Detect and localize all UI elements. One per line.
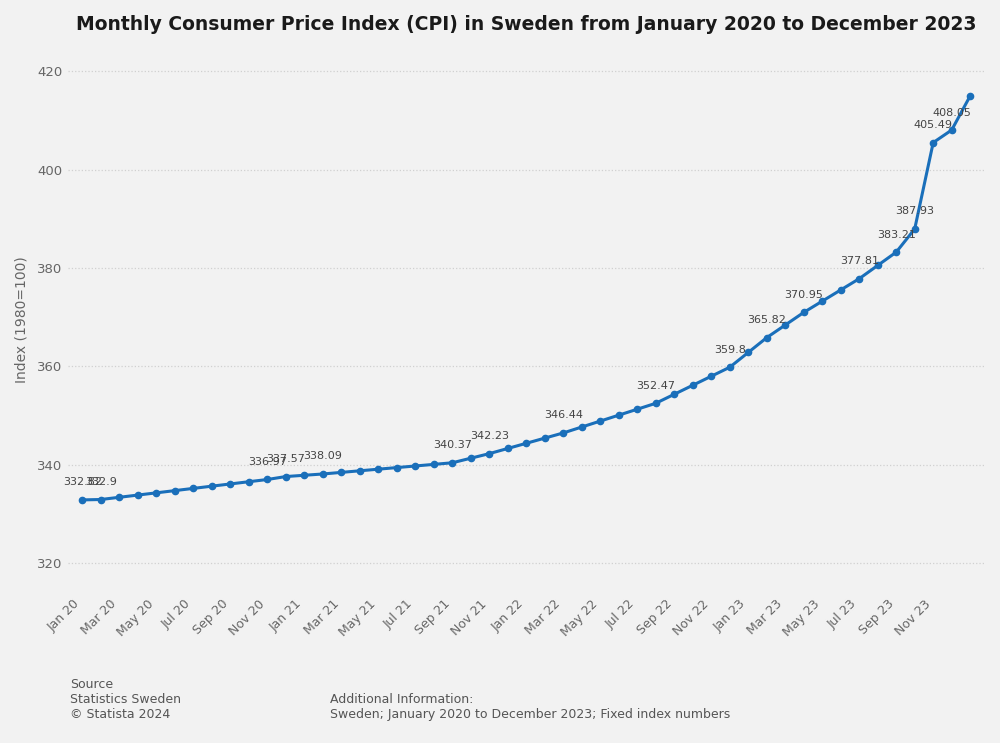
Text: 405.49: 405.49: [914, 120, 953, 130]
Text: 383.21: 383.21: [877, 230, 916, 240]
Text: 342.23: 342.23: [470, 431, 509, 441]
Text: 387.93: 387.93: [895, 207, 934, 216]
Text: Source
Statistics Sweden
© Statista 2024: Source Statistics Sweden © Statista 2024: [70, 678, 181, 721]
Text: 365.82: 365.82: [747, 315, 786, 325]
Y-axis label: Index (1980=100): Index (1980=100): [15, 256, 29, 383]
Text: 346.44: 346.44: [544, 410, 583, 421]
Text: 408.05: 408.05: [932, 108, 971, 117]
Text: Additional Information:
Sweden; January 2020 to December 2023; Fixed index numbe: Additional Information: Sweden; January …: [330, 692, 730, 721]
Text: 377.81: 377.81: [840, 256, 879, 266]
Text: 352.47: 352.47: [636, 380, 675, 391]
Text: 359.8: 359.8: [714, 345, 746, 354]
Text: 338.09: 338.09: [303, 452, 342, 461]
Text: 332.9: 332.9: [85, 477, 117, 487]
Text: 337.57: 337.57: [266, 454, 305, 464]
Text: 340.37: 340.37: [433, 441, 472, 450]
Text: 332.82: 332.82: [63, 478, 102, 487]
Text: 336.97: 336.97: [248, 457, 287, 467]
Text: 370.95: 370.95: [784, 290, 823, 300]
Title: Monthly Consumer Price Index (CPI) in Sweden from January 2020 to December 2023: Monthly Consumer Price Index (CPI) in Sw…: [76, 15, 977, 34]
